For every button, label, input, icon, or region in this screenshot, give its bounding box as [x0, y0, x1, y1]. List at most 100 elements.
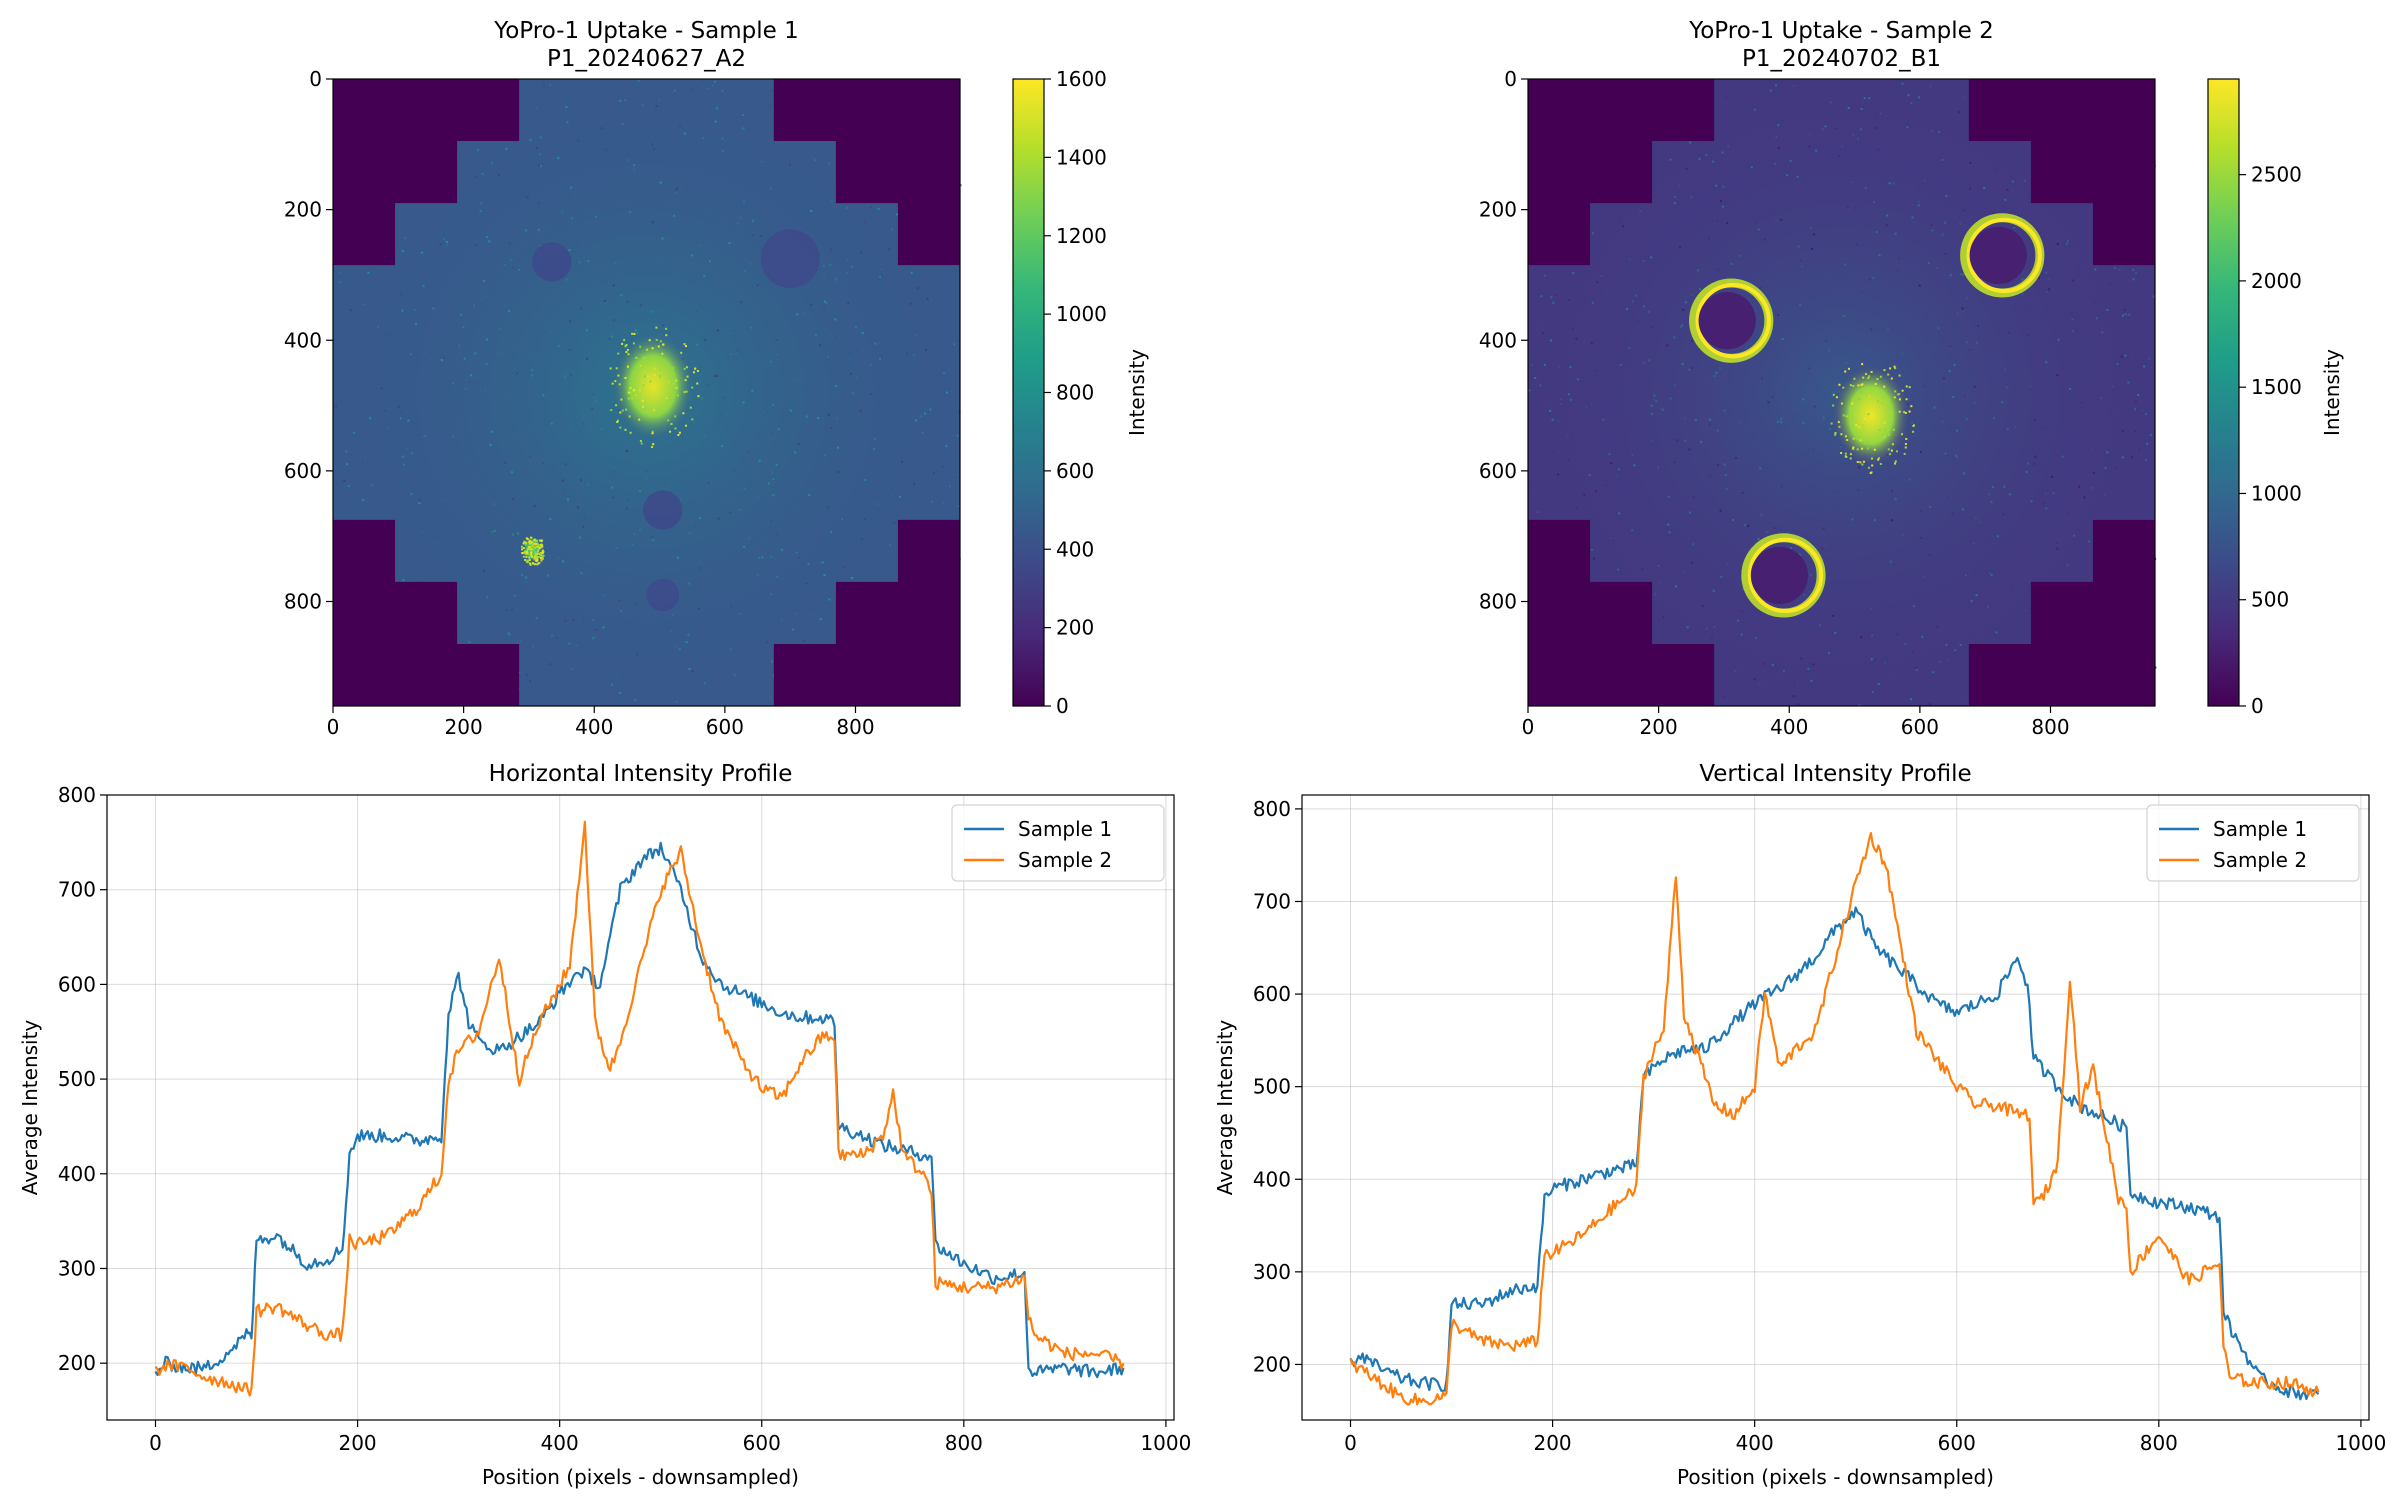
colorbar-tick-label: 1600: [1056, 67, 1107, 91]
heatmap-speckle: [1686, 626, 1689, 629]
heatmap-speckle: [1782, 670, 1785, 673]
heatmap-speckle: [729, 648, 732, 651]
heatmap-speckle: [1858, 466, 1861, 469]
heatmap-speckle: [1857, 222, 1860, 225]
heatmap-speckle: [645, 233, 648, 236]
heatmap-speckle: [2074, 330, 2077, 333]
heatmap-speckle: [2051, 395, 2054, 398]
heatmap-hot-speckle: [652, 382, 655, 385]
heatmap-hot-speckle: [1834, 433, 1837, 436]
heatmap-speckle: [497, 174, 500, 177]
heatmap-speckle: [728, 511, 731, 514]
heatmap-speckle: [936, 384, 939, 387]
heatmap-speckle: [1644, 307, 1647, 310]
heatmap-speckle: [1542, 325, 1545, 328]
heatmap-hot-speckle: [1904, 443, 1907, 446]
heatmap-speckle: [658, 99, 661, 102]
heatmap-speckle: [1789, 159, 1792, 162]
heatmap-speckle: [2090, 486, 2093, 489]
heatmap-speckle: [743, 270, 746, 273]
heatmap-hot-speckle: [658, 377, 661, 380]
heatmap-speckle: [486, 596, 489, 599]
heatmap-hot-speckle: [1877, 400, 1880, 403]
vertical-profile-plot: 0 200 400 600 800 1000200300400500600700800Sa…: [1253, 794, 2386, 1455]
heatmap-speckle: [593, 636, 596, 639]
heatmap-speckle: [1790, 394, 1793, 397]
heatmap-speckle: [1929, 85, 1932, 88]
heatmap-speckle: [1813, 405, 1816, 408]
heatmap-speckle: [1996, 535, 1999, 538]
heatmap-speckle: [485, 363, 488, 366]
heatmap-speckle: [1952, 481, 1955, 484]
heatmap-speckle: [586, 357, 589, 360]
colorbar-gradient: [2207, 78, 2240, 707]
heatmap-speckle: [789, 163, 792, 166]
heatmap-speckle: [734, 485, 737, 488]
heatmap-speckle: [2123, 309, 2126, 312]
heatmap-hot-speckle: [1894, 460, 1897, 463]
heatmap-speckle: [1590, 342, 1593, 345]
heatmap-speckle: [1740, 610, 1743, 613]
heatmap-hot-speckle: [538, 539, 541, 542]
heatmap-speckle: [770, 472, 773, 475]
heatmap-hot-speckle: [1840, 452, 1843, 455]
heatmap-speckle: [1590, 403, 1593, 406]
heatmap-speckle: [498, 328, 501, 331]
heatmap-speckle: [460, 313, 463, 316]
heatmap-hot-speckle: [665, 327, 668, 330]
heatmap-speckle: [837, 470, 840, 473]
heatmap-speckle: [509, 634, 512, 637]
heatmap-hot-speckle: [683, 367, 686, 370]
heatmap-speckle: [1888, 182, 1891, 185]
heatmap-speckle: [740, 301, 743, 304]
heatmap-speckle: [1921, 635, 1924, 638]
heatmap-speckle: [563, 492, 566, 495]
heatmap-speckle: [1966, 297, 1969, 300]
heatmap-hot-speckle: [692, 371, 695, 374]
heatmap-speckle: [2045, 492, 2048, 495]
heatmap-speckle: [1962, 209, 1965, 212]
heatmap-speckle: [568, 642, 571, 645]
heatmap-speckle: [410, 452, 413, 455]
heatmap-hot-speckle: [1856, 461, 1859, 464]
heatmap-speckle: [1741, 491, 1744, 494]
heatmap-speckle: [1618, 512, 1621, 515]
heatmap-speckle: [2146, 442, 2149, 445]
heatmap-speckle: [1904, 642, 1907, 645]
heatmap-speckle: [1962, 273, 1965, 276]
heatmap-speckle: [479, 210, 482, 213]
heatmap-speckle: [1780, 218, 1783, 221]
heatmap-speckle: [2003, 205, 2006, 208]
heatmap-hot-speckle: [676, 394, 679, 397]
heatmap-speckle: [823, 308, 826, 311]
colorbar-tick-label: 2000: [2251, 269, 2302, 293]
heatmap-speckle: [1701, 605, 1704, 608]
heatmap-speckle: [957, 505, 960, 508]
heatmap-speckle: [2110, 408, 2113, 411]
heatmap-speckle: [1769, 89, 1772, 92]
xtick-label: 800: [2140, 1431, 2178, 1455]
heatmap-hot-speckle: [615, 404, 618, 407]
heatmap-speckle: [2029, 385, 2032, 388]
heatmap-speckle: [485, 338, 488, 341]
heatmap-speckle: [675, 700, 678, 703]
heatmap-hot-speckle: [1904, 411, 1907, 414]
heatmap-speckle: [1933, 406, 1936, 409]
heatmap-speckle: [582, 381, 585, 384]
heatmap-hot-speckle: [532, 541, 535, 544]
heatmap-speckle: [1825, 339, 1828, 342]
heatmap-speckle: [567, 196, 570, 199]
heatmap-speckle: [830, 199, 833, 202]
heatmap-speckle: [847, 301, 850, 304]
heatmap-speckle: [1860, 636, 1863, 639]
heatmap-speckle: [1767, 401, 1770, 404]
heatmap-speckle: [842, 566, 845, 569]
heatmap-speckle: [416, 576, 419, 579]
heatmap-speckle: [2066, 512, 2069, 515]
ytick-label: 600: [1253, 982, 1291, 1006]
heatmap-speckle: [1962, 508, 1965, 511]
heatmap-speckle: [1558, 420, 1561, 423]
heatmap-speckle: [851, 576, 854, 579]
heatmap-speckle: [2002, 513, 2005, 516]
heatmap-speckle: [2072, 330, 2075, 333]
